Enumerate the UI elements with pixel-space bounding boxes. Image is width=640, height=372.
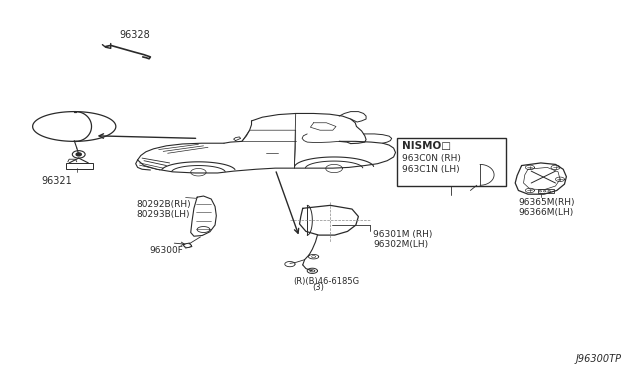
Text: (R)(B)46-6185G: (R)(B)46-6185G (293, 277, 359, 286)
Text: 80292B(RH)
80293B(LH): 80292B(RH) 80293B(LH) (136, 200, 191, 219)
Text: 963C0N (RH)
963C1N (LH): 963C0N (RH) 963C1N (LH) (402, 154, 461, 174)
Text: 96365M(RH)
96366M(LH): 96365M(RH) 96366M(LH) (518, 198, 575, 217)
Bar (538, 189, 554, 193)
Text: J96300TP: J96300TP (576, 354, 622, 364)
Text: (3): (3) (312, 283, 324, 292)
Text: 96328: 96328 (120, 30, 150, 40)
Bar (397, 138, 506, 186)
Text: 96301M (RH)
96302M(LH): 96301M (RH) 96302M(LH) (373, 230, 433, 249)
Text: 96300F: 96300F (149, 246, 183, 254)
Bar (66, 163, 93, 169)
Text: 96321: 96321 (41, 176, 72, 186)
Circle shape (76, 153, 81, 156)
Text: NISMO□: NISMO□ (402, 141, 451, 151)
